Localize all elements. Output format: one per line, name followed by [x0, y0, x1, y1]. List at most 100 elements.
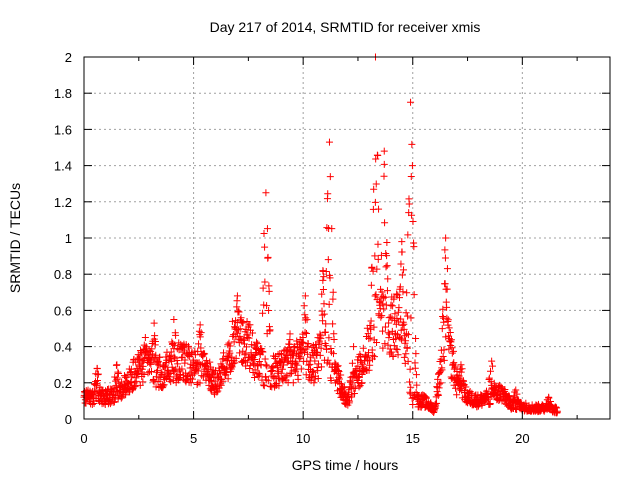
data-point	[383, 239, 391, 247]
data-point	[224, 375, 232, 383]
data-point	[447, 336, 455, 344]
data-point	[263, 302, 271, 310]
data-point	[259, 309, 267, 317]
data-point	[399, 321, 407, 329]
data-point	[443, 285, 451, 293]
data-point	[368, 263, 376, 271]
data-point	[264, 377, 272, 385]
data-point-peak	[325, 138, 333, 146]
data-point	[131, 383, 139, 391]
data-point	[393, 346, 401, 354]
data-point	[354, 373, 362, 381]
data-point	[374, 255, 382, 263]
data-point	[299, 339, 307, 347]
data-point	[317, 363, 325, 371]
data-point	[329, 320, 337, 328]
data-point	[169, 366, 177, 374]
data-point	[101, 401, 109, 409]
data-point	[326, 274, 334, 282]
data-point	[437, 379, 445, 387]
data-point-peak	[380, 147, 388, 155]
data-point	[379, 294, 387, 302]
data-point	[513, 390, 521, 398]
x-axis-label: GPS time / hours	[292, 457, 399, 473]
data-point	[320, 300, 328, 308]
data-point	[254, 372, 262, 380]
data-point	[159, 382, 167, 390]
data-point	[381, 323, 389, 331]
data-point	[207, 374, 215, 382]
data-point	[93, 376, 101, 384]
data-point	[403, 289, 411, 297]
data-point	[304, 340, 312, 348]
data-point	[398, 271, 406, 279]
data-point	[291, 357, 299, 365]
data-point	[410, 291, 418, 299]
x-tick-label: 20	[515, 431, 529, 446]
data-point	[250, 360, 258, 368]
data-point	[283, 358, 291, 366]
data-point	[189, 375, 197, 383]
data-point	[127, 365, 135, 373]
data-point	[397, 326, 405, 334]
data-point	[319, 317, 327, 325]
data-point	[228, 317, 236, 325]
data-point	[455, 372, 463, 380]
data-point	[151, 332, 159, 340]
data-point	[453, 391, 461, 399]
data-point	[317, 344, 325, 352]
data-point	[259, 348, 267, 356]
y-tick-label: 0	[65, 412, 72, 427]
data-point	[446, 328, 454, 336]
data-point	[408, 211, 416, 219]
data-point	[370, 323, 378, 331]
data-point	[486, 399, 494, 407]
data-point	[329, 350, 337, 358]
data-point	[312, 350, 320, 358]
data-point	[406, 378, 414, 386]
data-point	[320, 273, 328, 281]
data-point	[355, 373, 363, 381]
data-point	[394, 351, 402, 359]
data-point	[322, 267, 330, 275]
data-point	[297, 353, 305, 361]
data-point	[398, 248, 406, 256]
data-point	[378, 288, 386, 296]
data-point	[191, 347, 199, 355]
data-point	[314, 375, 322, 383]
data-point	[263, 225, 271, 233]
data-point	[409, 218, 417, 226]
data-point	[172, 331, 180, 339]
data-point	[243, 318, 251, 326]
data-point	[365, 335, 373, 343]
data-point	[219, 377, 227, 385]
data-point	[462, 383, 470, 391]
data-point	[170, 353, 178, 361]
data-point	[373, 265, 381, 273]
data-point	[253, 346, 261, 353]
data-point	[435, 380, 443, 388]
data-point	[254, 362, 262, 370]
data-point	[348, 380, 356, 388]
y-tick-label: 1	[65, 231, 72, 246]
data-point	[406, 388, 414, 396]
data-point	[367, 281, 375, 289]
data-point	[195, 340, 203, 348]
data-point	[333, 363, 341, 371]
data-point	[316, 351, 324, 359]
data-point	[378, 300, 386, 308]
data-point	[466, 387, 474, 395]
data-point	[114, 369, 122, 377]
data-point	[148, 345, 156, 353]
data-point	[301, 328, 309, 336]
data-point	[181, 356, 189, 364]
data-point	[91, 381, 99, 389]
data-point	[308, 367, 316, 375]
y-axis: 0 0.2 0.4 0.6 0.8 1 1.2 1.4 1.6 1.8 2	[54, 50, 610, 427]
data-point	[391, 310, 399, 318]
data-point	[251, 366, 259, 374]
data-point	[206, 358, 214, 366]
data-point	[379, 327, 387, 335]
data-point	[366, 334, 374, 342]
